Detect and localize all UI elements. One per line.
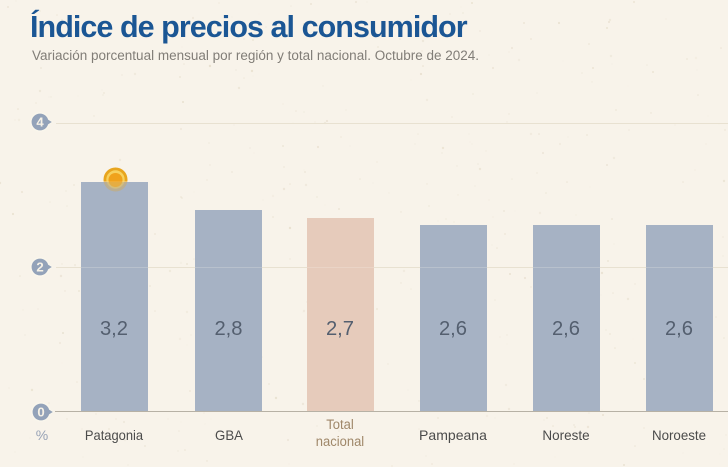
svg-text:4: 4 [37,115,45,130]
svg-text:0: 0 [37,405,44,420]
svg-text:2: 2 [37,260,44,275]
